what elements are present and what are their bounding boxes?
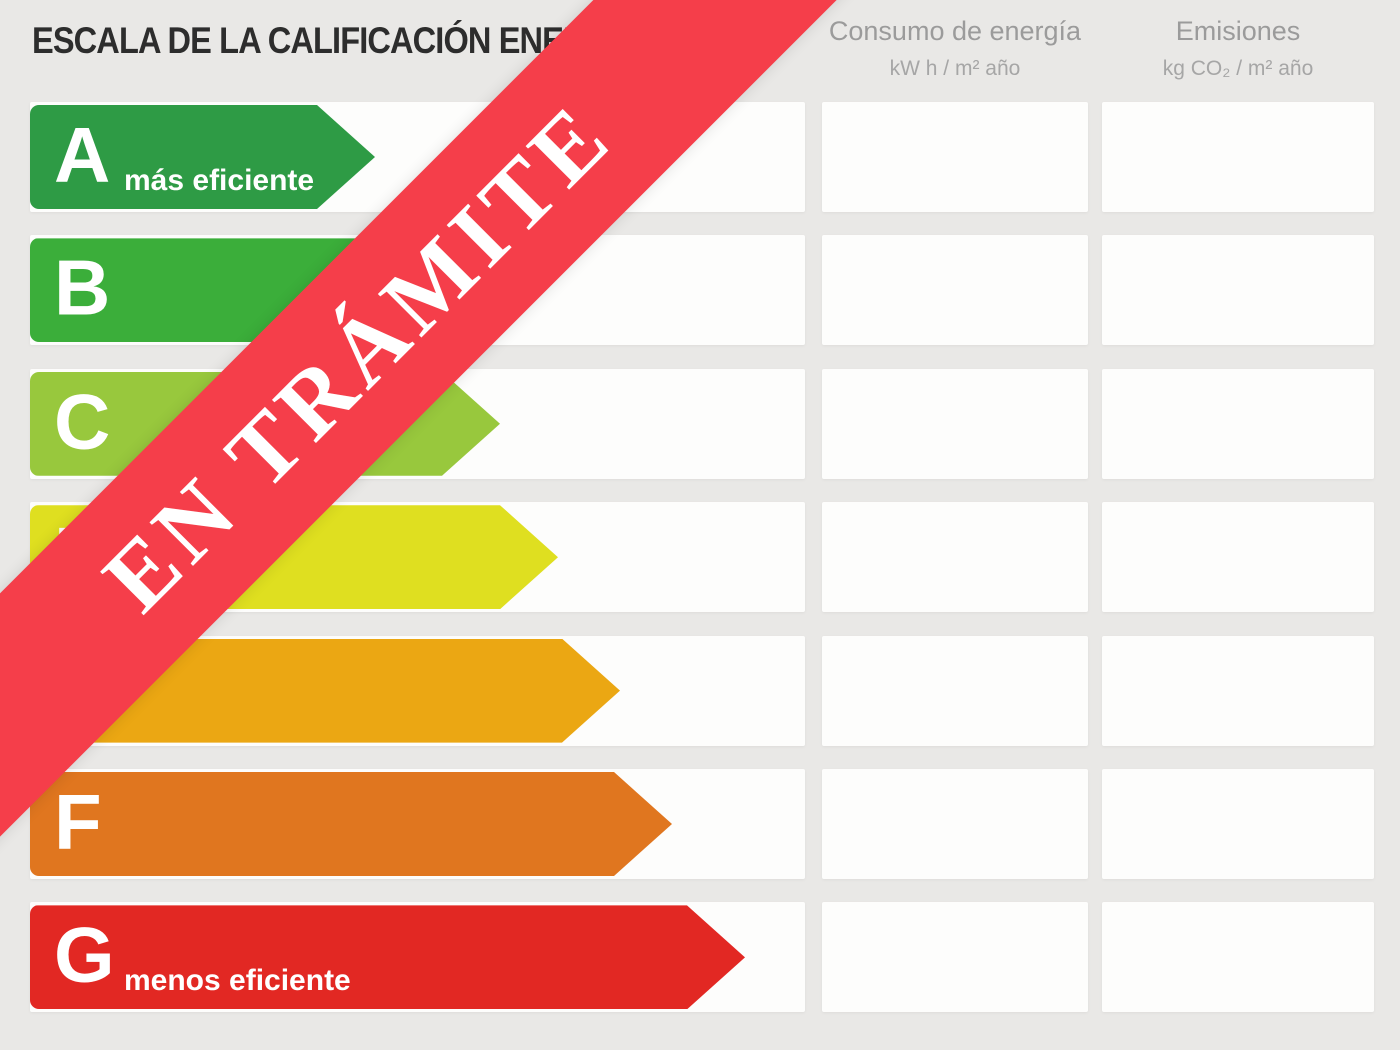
rating-row-B: B (0, 235, 1400, 346)
rating-row-E: E (0, 635, 1400, 746)
emissions-value-cell (1102, 502, 1374, 613)
emissions-value-cell (1102, 769, 1374, 879)
rating-letter: A (54, 110, 111, 199)
consumo-header-units: kW h / m² año (889, 57, 1021, 80)
rating-sublabel: menos eficiente (124, 964, 351, 998)
rating-bar-G: G menos eficiente (30, 905, 745, 1009)
emissions-value-cell (1102, 635, 1374, 746)
rating-letter: G (54, 911, 115, 1000)
consumption-value-cell (822, 902, 1088, 1013)
rating-bar-F: F (30, 772, 672, 876)
consumption-value-cell (822, 635, 1088, 746)
rating-bar-A: A más eficiente (30, 105, 375, 209)
rating-letter: C (54, 377, 111, 466)
consumption-value-cell (822, 235, 1088, 346)
emissions-value-cell (1102, 235, 1374, 346)
rating-letter: B (54, 244, 111, 333)
column-header-consumo: Consumo de energía kW h / m² año (805, 14, 1105, 82)
consumption-value-cell (822, 769, 1088, 879)
rating-row-A: A más eficiente (0, 102, 1400, 212)
rating-sublabel: más eficiente (124, 164, 315, 197)
rating-letter: F (54, 777, 102, 866)
consumption-value-cell (822, 368, 1088, 479)
consumption-value-cell (822, 102, 1088, 212)
emisiones-header-label: Emisiones (1175, 16, 1301, 46)
column-header-emisiones: Emisiones kg CO₂ / m² año (1088, 14, 1388, 82)
consumption-value-cell (822, 502, 1088, 613)
emissions-value-cell (1102, 368, 1374, 479)
emissions-value-cell (1102, 902, 1374, 1013)
rating-row-F: F (0, 769, 1400, 879)
rating-row-G: G menos eficiente (0, 902, 1400, 1013)
consumo-header-label: Consumo de energía (828, 16, 1082, 46)
emisiones-header-units: kg CO₂ / m² año (1162, 57, 1314, 80)
emissions-value-cell (1102, 102, 1374, 212)
